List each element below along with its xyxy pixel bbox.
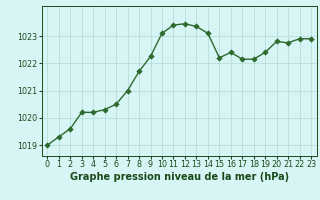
X-axis label: Graphe pression niveau de la mer (hPa): Graphe pression niveau de la mer (hPa) <box>70 172 289 182</box>
